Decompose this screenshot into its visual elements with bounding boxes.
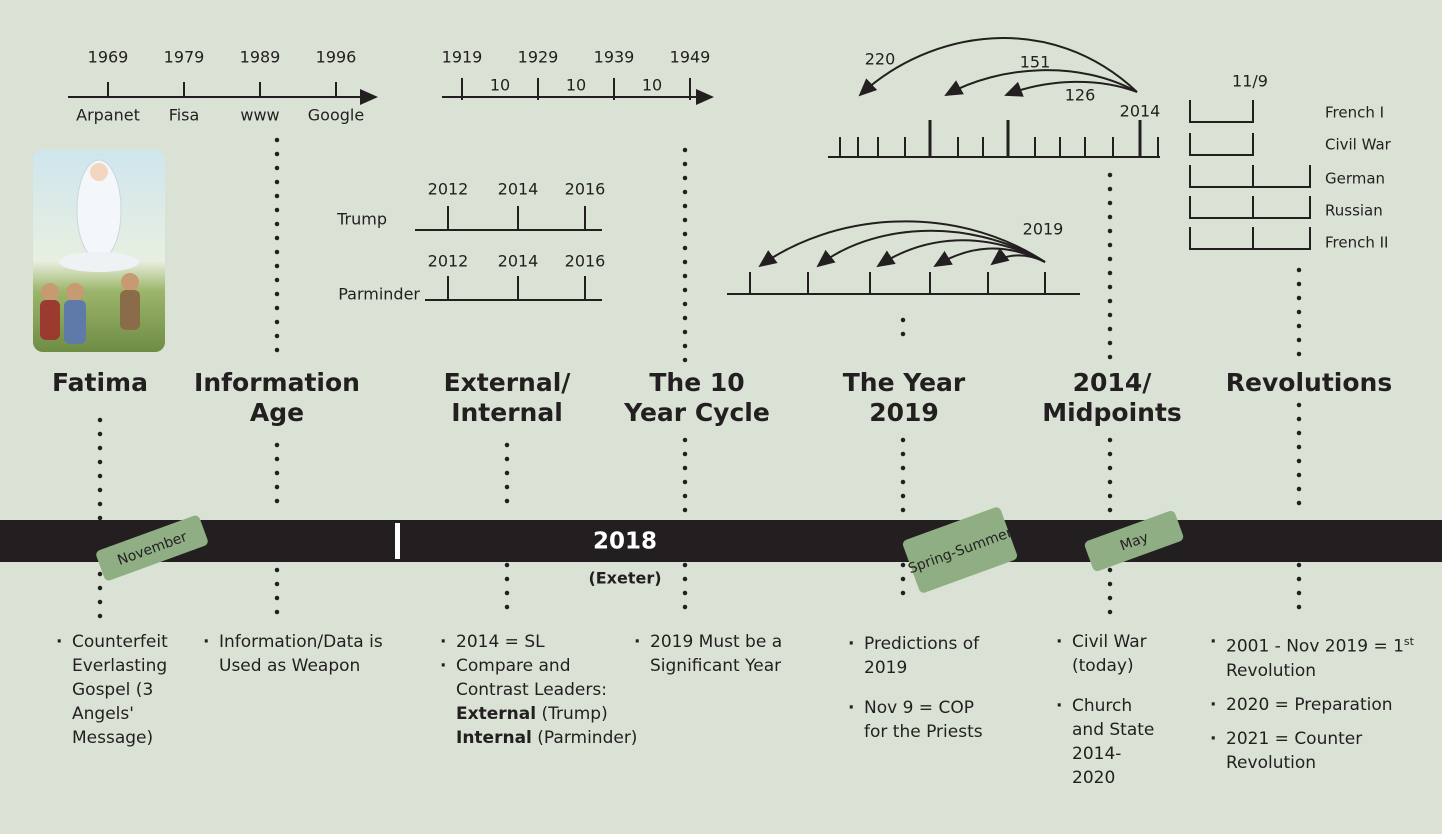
heading-line: External/	[444, 368, 571, 398]
diagram-label: 1929	[518, 48, 559, 67]
diagram-label: 2014	[498, 252, 539, 271]
bullet-text: Revolution	[1226, 661, 1316, 681]
heading-line: 2019	[843, 398, 965, 428]
diagram-label: 1969	[88, 48, 129, 67]
diagram-label: 2019	[1023, 220, 1064, 239]
bullet-list: Predictions of 2019 Nov 9 = COP for the P…	[848, 632, 983, 754]
bullet: Nov 9 = COP for the Priests	[848, 696, 983, 744]
heading-line: Internal	[444, 398, 571, 428]
leader-text: (Parminder)	[537, 728, 637, 748]
heading-line: 2014/	[1042, 368, 1182, 398]
bullet: Church and State 2014-2020	[1056, 694, 1156, 790]
leader-line: External (Trump)	[456, 702, 670, 726]
diagram-label: Trump	[336, 210, 387, 229]
diagram-label: Russian	[1325, 202, 1383, 220]
bullet: 2020 = Preparation	[1210, 693, 1430, 717]
bullet: Civil War (today)	[1056, 630, 1156, 678]
diagram-label: Fisa	[169, 106, 200, 125]
bullet-list: Counterfeit Everlasting Gospel (3 Angels…	[56, 630, 176, 760]
bullet: 2021 = Counter Revolution	[1210, 727, 1430, 775]
heading-line: The Year	[843, 368, 965, 398]
diagram-label: 2012	[428, 252, 469, 271]
diagram-label: 1919	[442, 48, 483, 67]
diagram-label: 2012	[428, 180, 469, 199]
heading-line: The 10	[624, 368, 770, 398]
diagram-label: 2016	[565, 180, 606, 199]
bullet: Counterfeit Everlasting Gospel (3 Angels…	[56, 630, 176, 750]
heading-line: Age	[194, 398, 360, 428]
bullet: Compare and Contrast Leaders:	[440, 654, 636, 702]
diagram-label: Civil War	[1325, 136, 1392, 154]
diagram-label: 1996	[316, 48, 357, 67]
diagram-label: Arpanet	[76, 106, 140, 125]
diagram-label: German	[1325, 170, 1385, 188]
diagram-label: French II	[1325, 234, 1388, 252]
leader-bold: Internal	[456, 728, 532, 748]
diagram-label: 126	[1065, 86, 1096, 105]
diagram-label: Parminder	[338, 285, 420, 304]
bullet: Information/Data is Used as Weapon	[203, 630, 413, 678]
bullet: 2019 Must be a Significant Year	[634, 630, 814, 678]
diagram-label: French I	[1325, 104, 1384, 122]
heading-line: Midpoints	[1042, 398, 1182, 428]
bullet-list: Information/Data is Used as Weapon	[203, 630, 413, 688]
diagram-label: 1939	[594, 48, 635, 67]
heading: Revolutions	[1226, 368, 1392, 398]
diagram-label: www	[240, 106, 279, 125]
leader-text: (Trump)	[541, 704, 607, 724]
diagram-label: 151	[1020, 53, 1051, 72]
heading-line: Information	[194, 368, 360, 398]
diagram-label: 220	[865, 50, 896, 69]
diagram-label: 11/9	[1232, 72, 1268, 91]
bullet-sup: st	[1404, 635, 1414, 648]
leader-bold: External	[456, 704, 536, 724]
bullet-text: 2001 - Nov 2019 = 1	[1226, 637, 1404, 657]
diagram-label: 2014	[498, 180, 539, 199]
diagram-label: 1979	[164, 48, 205, 67]
leader-line: Internal (Parminder)	[456, 726, 670, 750]
heading: 2014/Midpoints	[1042, 368, 1182, 428]
diagram-label: Google	[308, 106, 364, 125]
heading-line: Year Cycle	[624, 398, 770, 428]
page: {"timeline":{"year":"2018","location":"(…	[0, 0, 1442, 834]
diagram-label: 10	[490, 76, 510, 95]
diagram-label: 1989	[240, 48, 281, 67]
diagram-label: 1949	[670, 48, 711, 67]
diagram-label: 2014	[1120, 102, 1161, 121]
diagram-label: 2016	[565, 252, 606, 271]
bullet-list: 2001 - Nov 2019 = 1st Revolution 2020 = …	[1210, 630, 1430, 785]
heading: External/Internal	[444, 368, 571, 428]
heading: Fatima	[52, 368, 148, 398]
bullet-list: Civil War (today) Church and State 2014-2…	[1056, 630, 1156, 800]
bullet: Predictions of 2019	[848, 632, 983, 680]
diagram-label: 10	[642, 76, 662, 95]
bullet: 2001 - Nov 2019 = 1st Revolution	[1210, 630, 1430, 683]
diagram-label: 10	[566, 76, 586, 95]
bullet-list: 2019 Must be a Significant Year	[634, 630, 814, 688]
